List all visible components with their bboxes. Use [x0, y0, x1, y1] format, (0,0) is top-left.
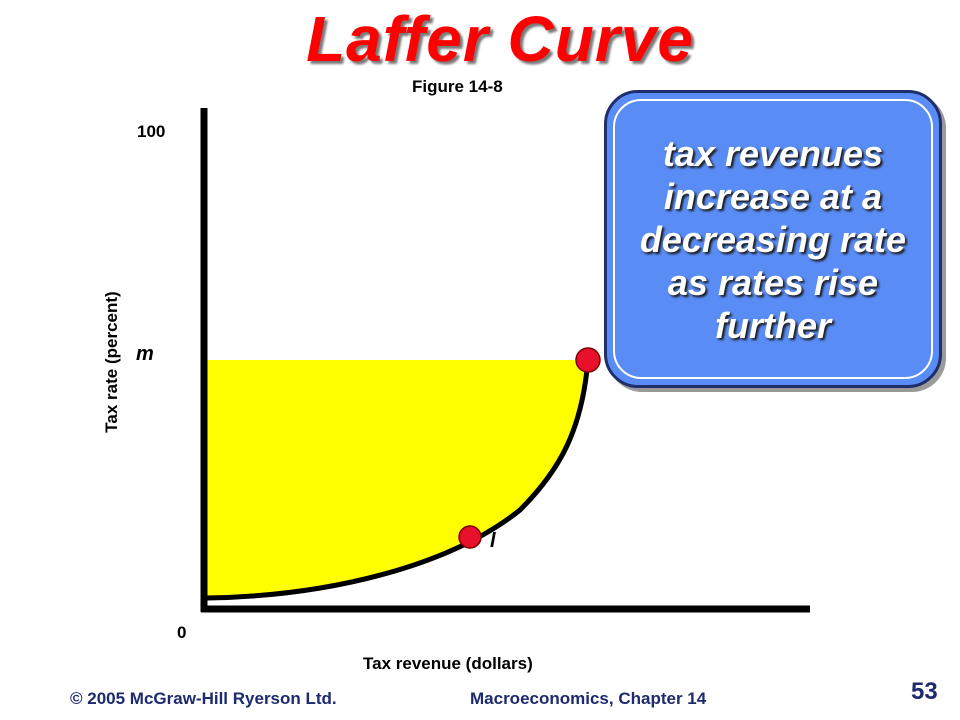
y-tick-100: 100	[137, 122, 166, 141]
figure-label: Figure 14-8	[412, 77, 503, 96]
footer-course: Macroeconomics, Chapter 14	[470, 689, 707, 708]
point-l-label: l	[490, 530, 496, 552]
page-number: 53	[911, 678, 938, 705]
origin-tick: 0	[177, 623, 187, 642]
slide-title: Laffer Curve	[306, 3, 694, 75]
point-m	[575, 347, 601, 373]
revenue-shaded-area	[207, 360, 588, 597]
y-tick-m: m	[136, 343, 154, 365]
point-l	[458, 525, 482, 549]
x-axis-label: Tax revenue (dollars)	[363, 654, 533, 673]
callout-text: tax revenues increase at a decreasing ra…	[639, 132, 907, 346]
callout-inner-border	[613, 99, 933, 379]
laffer-curve	[206, 359, 591, 601]
callout-box: tax revenues increase at a decreasing ra…	[604, 90, 942, 388]
y-axis-label: Tax rate (percent)	[102, 291, 121, 433]
footer-copyright: © 2005 McGraw-Hill Ryerson Ltd.	[70, 689, 337, 708]
